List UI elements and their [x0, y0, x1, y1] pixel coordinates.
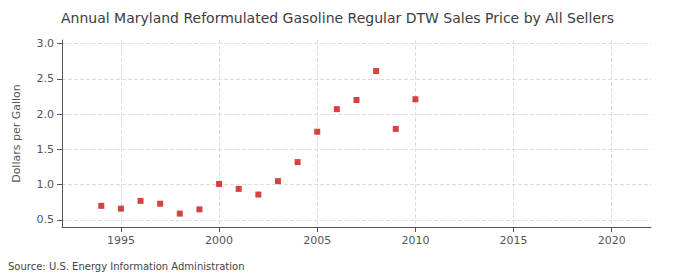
svg-text:3.0: 3.0 [37, 37, 55, 50]
svg-text:2010: 2010 [401, 234, 429, 247]
svg-text:0.5: 0.5 [37, 213, 55, 226]
svg-text:Dollars per Gallon: Dollars per Gallon [10, 84, 23, 183]
svg-text:Source: U.S. Energy Informatio: Source: U.S. Energy Information Administ… [8, 261, 245, 272]
svg-text:2015: 2015 [500, 234, 528, 247]
svg-text:Annual Maryland Reformulated G: Annual Maryland Reformulated Gasoline Re… [61, 10, 614, 26]
svg-text:1.5: 1.5 [37, 143, 55, 156]
svg-text:1.0: 1.0 [37, 178, 55, 191]
svg-text:2005: 2005 [303, 234, 331, 247]
svg-text:2.5: 2.5 [37, 72, 55, 85]
svg-text:2020: 2020 [598, 234, 626, 247]
svg-text:2.0: 2.0 [37, 108, 55, 121]
svg-text:2000: 2000 [205, 234, 233, 247]
svg-text:1995: 1995 [107, 234, 135, 247]
